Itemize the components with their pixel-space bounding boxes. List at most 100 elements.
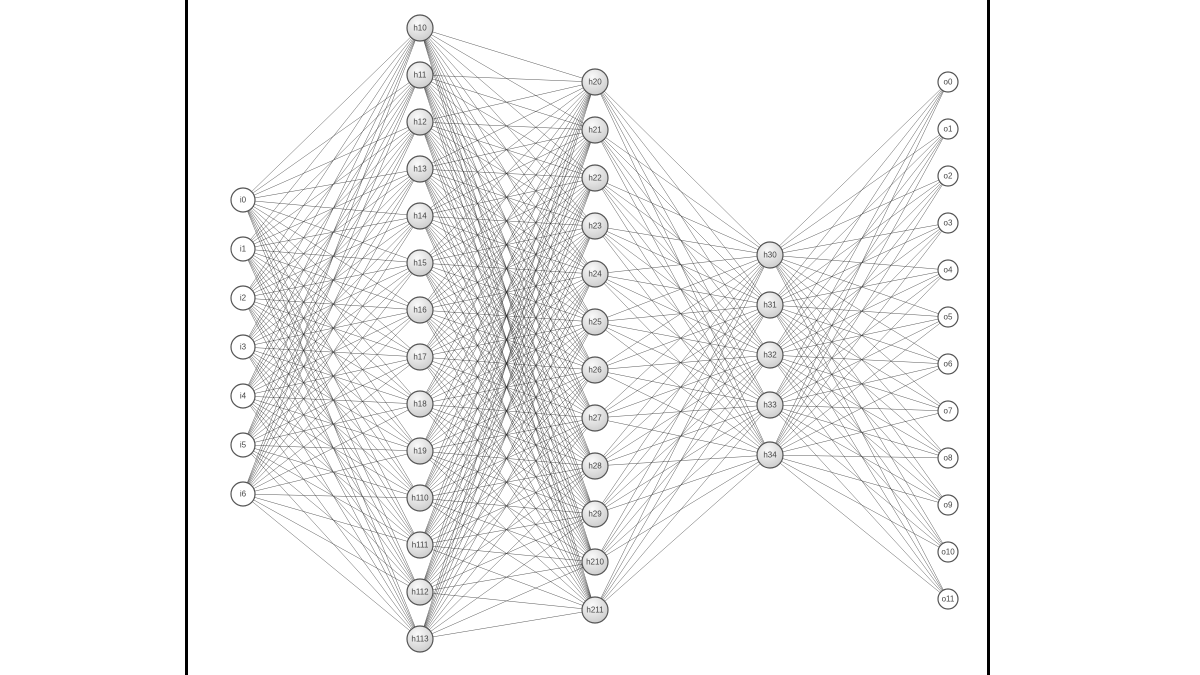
edge [770, 176, 948, 305]
edge [595, 82, 770, 305]
node-i0: i0 [231, 188, 255, 212]
edge [420, 451, 595, 562]
edge [243, 216, 420, 298]
edge [595, 226, 770, 455]
node-h211: h211 [582, 597, 608, 623]
node-i6: i6 [231, 482, 255, 506]
edge [595, 178, 770, 455]
edge [243, 263, 420, 494]
edge [243, 396, 420, 639]
edge [243, 75, 420, 298]
edge [420, 75, 595, 370]
node-label: h17 [413, 353, 427, 362]
edge [595, 305, 770, 562]
edge [243, 451, 420, 494]
edge [420, 75, 595, 466]
edge [243, 298, 420, 451]
node-label: h111 [412, 541, 429, 550]
edge [420, 322, 595, 639]
edge [243, 28, 420, 249]
edge [595, 82, 770, 355]
edge [770, 270, 948, 305]
edge [420, 216, 595, 466]
edge [420, 82, 595, 263]
node-h110: h110 [407, 485, 433, 511]
edge [243, 347, 420, 498]
node-h16: h16 [407, 297, 433, 323]
node-label: h23 [588, 222, 602, 231]
node-label: h20 [588, 78, 602, 87]
edge [243, 249, 420, 404]
edge [243, 310, 420, 396]
node-h13: h13 [407, 156, 433, 182]
node-label: o5 [944, 313, 953, 322]
node-h34: h34 [757, 442, 783, 468]
node-h19: h19 [407, 438, 433, 464]
edge [420, 169, 595, 466]
edge [595, 305, 770, 322]
edge [243, 494, 420, 498]
edge [595, 130, 770, 255]
edge [770, 455, 948, 505]
node-h112: h112 [407, 579, 433, 605]
edge [420, 82, 595, 169]
node-label: h210 [586, 558, 604, 567]
edge [243, 122, 420, 347]
edge [243, 310, 420, 494]
edge [770, 129, 948, 305]
edge [595, 226, 770, 355]
node-h21: h21 [582, 117, 608, 143]
edge [595, 455, 770, 562]
node-h11: h11 [407, 62, 433, 88]
node-label: i1 [240, 245, 247, 254]
node-label: i5 [240, 441, 247, 450]
edge [595, 130, 770, 355]
edge [420, 130, 595, 169]
node-o7: o7 [938, 401, 958, 421]
edge [243, 263, 420, 347]
edge [595, 130, 770, 455]
node-h20: h20 [582, 69, 608, 95]
edge [420, 216, 595, 610]
edge [420, 263, 595, 370]
node-o1: o1 [938, 119, 958, 139]
edge [595, 255, 770, 610]
node-label: h14 [413, 212, 427, 221]
edge [243, 298, 420, 404]
node-label: h11 [414, 71, 427, 80]
node-o4: o4 [938, 260, 958, 280]
edge [770, 129, 948, 405]
node-i5: i5 [231, 433, 255, 457]
node-label: h30 [763, 251, 777, 260]
edge [770, 455, 948, 458]
node-label: h24 [588, 270, 602, 279]
edge [595, 455, 770, 514]
node-label: h19 [413, 447, 427, 456]
edge [420, 404, 595, 418]
edge [243, 28, 420, 200]
edge [770, 82, 948, 305]
node-h28: h28 [582, 453, 608, 479]
edge [770, 223, 948, 355]
node-label: h34 [763, 451, 777, 460]
edge [770, 176, 948, 455]
node-label: h22 [588, 174, 602, 183]
edge [420, 82, 595, 592]
node-label: h33 [763, 401, 777, 410]
node-h32: h32 [757, 342, 783, 368]
node-label: h12 [413, 118, 427, 127]
edge [595, 226, 770, 255]
edge [243, 28, 420, 445]
edge [595, 255, 770, 370]
edge [595, 226, 770, 405]
edge [770, 129, 948, 355]
edge [770, 455, 948, 552]
node-h15: h15 [407, 250, 433, 276]
edge [420, 610, 595, 639]
edge [420, 169, 595, 562]
node-i3: i3 [231, 335, 255, 359]
node-o10: o10 [938, 542, 958, 562]
node-h24: h24 [582, 261, 608, 287]
node-o5: o5 [938, 307, 958, 327]
edge [420, 28, 595, 322]
